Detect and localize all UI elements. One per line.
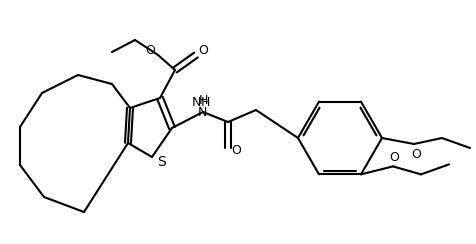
Text: O: O bbox=[198, 43, 208, 57]
Text: O: O bbox=[145, 43, 155, 57]
Text: S: S bbox=[158, 155, 167, 169]
Text: N: N bbox=[198, 106, 207, 120]
Text: H: H bbox=[198, 94, 208, 108]
Text: O: O bbox=[411, 148, 421, 161]
Text: O: O bbox=[231, 144, 241, 157]
Text: H: H bbox=[200, 95, 210, 109]
Text: N: N bbox=[192, 96, 201, 110]
Text: O: O bbox=[389, 151, 399, 164]
